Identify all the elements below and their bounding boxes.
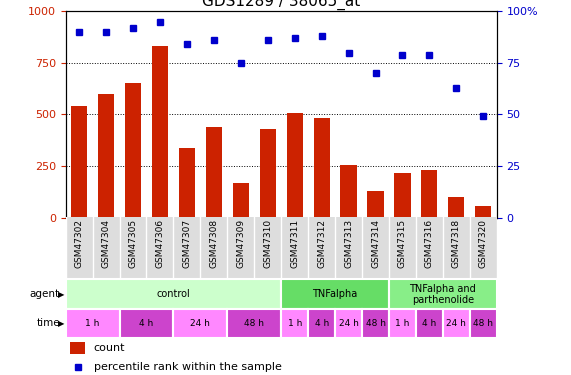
Text: count: count <box>94 343 125 353</box>
Text: 4 h: 4 h <box>315 319 329 328</box>
Bar <box>287 113 303 218</box>
Text: 24 h: 24 h <box>339 319 359 328</box>
Bar <box>448 197 464 217</box>
Text: 24 h: 24 h <box>447 319 467 328</box>
Text: 4 h: 4 h <box>423 319 437 328</box>
Bar <box>119 309 174 338</box>
Text: ▶: ▶ <box>58 290 65 299</box>
Text: 1 h: 1 h <box>86 319 100 328</box>
Text: GSM47315: GSM47315 <box>398 219 407 268</box>
Bar <box>206 127 222 218</box>
Bar <box>66 279 281 309</box>
Bar <box>313 118 329 218</box>
Text: TNFalpha and
parthenolide: TNFalpha and parthenolide <box>409 284 476 305</box>
Text: control: control <box>156 290 190 299</box>
Bar <box>70 342 85 354</box>
Text: 48 h: 48 h <box>244 319 264 328</box>
Bar <box>281 279 389 309</box>
Text: ▶: ▶ <box>58 319 65 328</box>
Bar <box>233 183 249 218</box>
Bar <box>367 190 384 217</box>
Bar <box>260 129 276 218</box>
Bar <box>152 46 168 217</box>
Bar <box>227 309 281 338</box>
Text: GSM47313: GSM47313 <box>344 219 353 268</box>
Bar <box>179 148 195 217</box>
Text: 1 h: 1 h <box>288 319 302 328</box>
Text: percentile rank within the sample: percentile rank within the sample <box>94 362 282 372</box>
Bar <box>98 94 114 218</box>
Bar <box>308 309 335 338</box>
Bar <box>470 309 497 338</box>
Text: GSM47306: GSM47306 <box>155 219 164 268</box>
Title: GDS1289 / 38065_at: GDS1289 / 38065_at <box>202 0 360 10</box>
Bar <box>362 309 389 338</box>
Text: GSM47312: GSM47312 <box>317 219 326 268</box>
Text: GSM47307: GSM47307 <box>182 219 191 268</box>
Bar <box>389 309 416 338</box>
Text: 48 h: 48 h <box>473 319 493 328</box>
Text: agent: agent <box>30 290 60 299</box>
Text: GSM47308: GSM47308 <box>210 219 218 268</box>
Bar <box>416 309 443 338</box>
Text: GSM47318: GSM47318 <box>452 219 461 268</box>
Text: GSM47320: GSM47320 <box>479 219 488 268</box>
Bar <box>389 279 497 309</box>
Text: GSM47311: GSM47311 <box>290 219 299 268</box>
Text: time: time <box>37 318 60 328</box>
Bar <box>475 206 492 218</box>
Text: GSM47316: GSM47316 <box>425 219 434 268</box>
Bar <box>340 165 357 218</box>
Text: 1 h: 1 h <box>395 319 409 328</box>
Text: GSM47304: GSM47304 <box>102 219 111 268</box>
Bar <box>71 106 87 218</box>
Text: GSM47310: GSM47310 <box>263 219 272 268</box>
Text: GSM47309: GSM47309 <box>236 219 246 268</box>
Text: GSM47305: GSM47305 <box>128 219 138 268</box>
Bar <box>335 309 362 338</box>
Bar <box>174 309 227 338</box>
Text: 24 h: 24 h <box>191 319 210 328</box>
Text: GSM47314: GSM47314 <box>371 219 380 268</box>
Text: GSM47302: GSM47302 <box>75 219 83 268</box>
Text: 48 h: 48 h <box>365 319 385 328</box>
Bar <box>125 84 141 218</box>
Bar <box>66 309 119 338</box>
Text: 4 h: 4 h <box>139 319 154 328</box>
Bar <box>395 173 411 217</box>
Bar <box>281 309 308 338</box>
Bar <box>443 309 470 338</box>
Bar <box>421 170 437 217</box>
Text: TNFalpha: TNFalpha <box>312 290 357 299</box>
